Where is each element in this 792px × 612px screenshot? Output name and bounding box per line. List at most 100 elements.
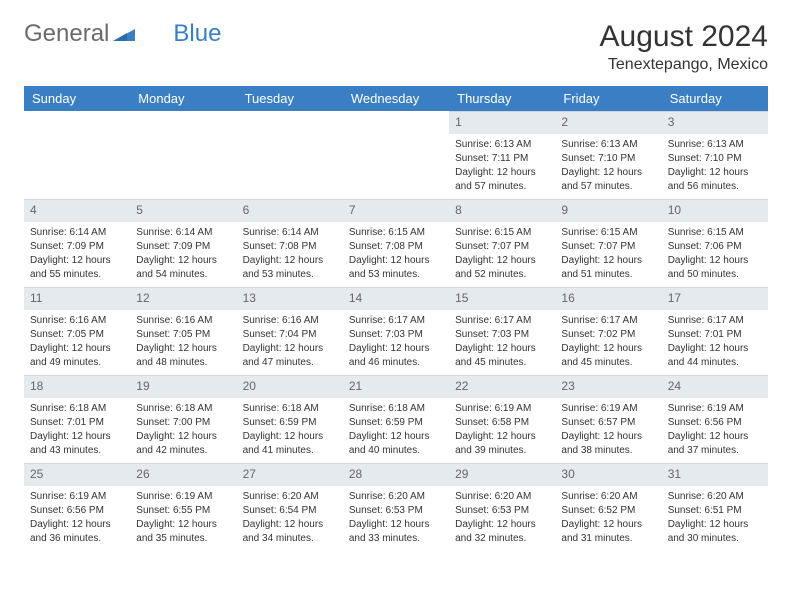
- sunset-text: Sunset: 7:09 PM: [30, 240, 124, 253]
- day-details: Sunrise: 6:19 AMSunset: 6:58 PMDaylight:…: [449, 398, 555, 462]
- sunrise-text: Sunrise: 6:19 AM: [30, 490, 124, 503]
- sunset-text: Sunset: 7:03 PM: [349, 328, 443, 341]
- sunrise-text: Sunrise: 6:18 AM: [243, 402, 337, 415]
- day-details: Sunrise: 6:13 AMSunset: 7:11 PMDaylight:…: [449, 134, 555, 198]
- day-number: 7: [343, 199, 449, 222]
- sunset-text: Sunset: 7:00 PM: [136, 416, 230, 429]
- daylight2-text: and 35 minutes.: [136, 532, 230, 545]
- day-number: 4: [24, 199, 130, 222]
- daylight2-text: and 48 minutes.: [136, 356, 230, 369]
- day-details: Sunrise: 6:14 AMSunset: 7:09 PMDaylight:…: [24, 222, 130, 286]
- calendar-day-cell: 7Sunrise: 6:15 AMSunset: 7:08 PMDaylight…: [343, 199, 449, 287]
- daylight1-text: Daylight: 12 hours: [668, 254, 762, 267]
- calendar-day-cell: 24Sunrise: 6:19 AMSunset: 6:56 PMDayligh…: [662, 375, 768, 463]
- calendar-day-cell: 29Sunrise: 6:20 AMSunset: 6:53 PMDayligh…: [449, 463, 555, 551]
- calendar-day-cell: [130, 111, 236, 199]
- calendar-table: Sunday Monday Tuesday Wednesday Thursday…: [24, 86, 768, 551]
- day-details: Sunrise: 6:19 AMSunset: 6:55 PMDaylight:…: [130, 486, 236, 550]
- daylight2-text: and 42 minutes.: [136, 444, 230, 457]
- sunset-text: Sunset: 7:01 PM: [668, 328, 762, 341]
- daylight2-text: and 40 minutes.: [349, 444, 443, 457]
- day-number: 18: [24, 375, 130, 398]
- daylight2-text: and 54 minutes.: [136, 268, 230, 281]
- daylight1-text: Daylight: 12 hours: [455, 430, 549, 443]
- daylight2-text: and 56 minutes.: [668, 180, 762, 193]
- daylight1-text: Daylight: 12 hours: [243, 518, 337, 531]
- day-details: Sunrise: 6:18 AMSunset: 7:00 PMDaylight:…: [130, 398, 236, 462]
- day-number: 28: [343, 463, 449, 486]
- sunrise-text: Sunrise: 6:20 AM: [349, 490, 443, 503]
- daylight1-text: Daylight: 12 hours: [349, 254, 443, 267]
- calendar-day-cell: 9Sunrise: 6:15 AMSunset: 7:07 PMDaylight…: [555, 199, 661, 287]
- daylight2-text: and 46 minutes.: [349, 356, 443, 369]
- day-details: Sunrise: 6:19 AMSunset: 6:56 PMDaylight:…: [24, 486, 130, 550]
- calendar-page: General Blue August 2024 Tenextepango, M…: [0, 0, 792, 571]
- calendar-day-cell: 22Sunrise: 6:19 AMSunset: 6:58 PMDayligh…: [449, 375, 555, 463]
- calendar-day-cell: 5Sunrise: 6:14 AMSunset: 7:09 PMDaylight…: [130, 199, 236, 287]
- sunrise-text: Sunrise: 6:19 AM: [668, 402, 762, 415]
- calendar-day-cell: 15Sunrise: 6:17 AMSunset: 7:03 PMDayligh…: [449, 287, 555, 375]
- calendar-day-cell: 27Sunrise: 6:20 AMSunset: 6:54 PMDayligh…: [237, 463, 343, 551]
- day-details: Sunrise: 6:17 AMSunset: 7:02 PMDaylight:…: [555, 310, 661, 374]
- daylight1-text: Daylight: 12 hours: [136, 342, 230, 355]
- day-number: 19: [130, 375, 236, 398]
- calendar-day-cell: 19Sunrise: 6:18 AMSunset: 7:00 PMDayligh…: [130, 375, 236, 463]
- day-number: 9: [555, 199, 661, 222]
- daylight2-text: and 30 minutes.: [668, 532, 762, 545]
- day-details: Sunrise: 6:17 AMSunset: 7:01 PMDaylight:…: [662, 310, 768, 374]
- calendar-day-cell: 21Sunrise: 6:18 AMSunset: 6:59 PMDayligh…: [343, 375, 449, 463]
- daylight1-text: Daylight: 12 hours: [349, 518, 443, 531]
- day-details: Sunrise: 6:19 AMSunset: 6:57 PMDaylight:…: [555, 398, 661, 462]
- daylight2-text: and 36 minutes.: [30, 532, 124, 545]
- sunset-text: Sunset: 6:54 PM: [243, 504, 337, 517]
- daylight1-text: Daylight: 12 hours: [455, 342, 549, 355]
- day-details: Sunrise: 6:20 AMSunset: 6:53 PMDaylight:…: [343, 486, 449, 550]
- daylight2-text: and 43 minutes.: [30, 444, 124, 457]
- calendar-day-cell: 2Sunrise: 6:13 AMSunset: 7:10 PMDaylight…: [555, 111, 661, 199]
- day-number: 1: [449, 111, 555, 134]
- day-details: Sunrise: 6:18 AMSunset: 6:59 PMDaylight:…: [343, 398, 449, 462]
- daylight2-text: and 41 minutes.: [243, 444, 337, 457]
- sunrise-text: Sunrise: 6:17 AM: [349, 314, 443, 327]
- calendar-day-cell: 1Sunrise: 6:13 AMSunset: 7:11 PMDaylight…: [449, 111, 555, 199]
- daylight1-text: Daylight: 12 hours: [561, 166, 655, 179]
- location-label: Tenextepango, Mexico: [600, 56, 768, 74]
- day-details: Sunrise: 6:14 AMSunset: 7:08 PMDaylight:…: [237, 222, 343, 286]
- daylight1-text: Daylight: 12 hours: [561, 342, 655, 355]
- daylight2-text: and 32 minutes.: [455, 532, 549, 545]
- day-number: 5: [130, 199, 236, 222]
- sunset-text: Sunset: 6:52 PM: [561, 504, 655, 517]
- calendar-day-cell: 11Sunrise: 6:16 AMSunset: 7:05 PMDayligh…: [24, 287, 130, 375]
- calendar-day-cell: 20Sunrise: 6:18 AMSunset: 6:59 PMDayligh…: [237, 375, 343, 463]
- weekday-header: Wednesday: [343, 86, 449, 111]
- daylight2-text: and 51 minutes.: [561, 268, 655, 281]
- day-details: Sunrise: 6:20 AMSunset: 6:52 PMDaylight:…: [555, 486, 661, 550]
- day-details: Sunrise: 6:19 AMSunset: 6:56 PMDaylight:…: [662, 398, 768, 462]
- sunrise-text: Sunrise: 6:20 AM: [668, 490, 762, 503]
- day-number: 14: [343, 287, 449, 310]
- daylight2-text: and 49 minutes.: [30, 356, 124, 369]
- sunset-text: Sunset: 6:59 PM: [243, 416, 337, 429]
- weekday-header: Thursday: [449, 86, 555, 111]
- day-details: Sunrise: 6:16 AMSunset: 7:04 PMDaylight:…: [237, 310, 343, 374]
- sunset-text: Sunset: 7:05 PM: [136, 328, 230, 341]
- sunrise-text: Sunrise: 6:14 AM: [243, 226, 337, 239]
- calendar-day-cell: [343, 111, 449, 199]
- calendar-day-cell: 3Sunrise: 6:13 AMSunset: 7:10 PMDaylight…: [662, 111, 768, 199]
- sunset-text: Sunset: 6:59 PM: [349, 416, 443, 429]
- sunrise-text: Sunrise: 6:19 AM: [136, 490, 230, 503]
- calendar-day-cell: 17Sunrise: 6:17 AMSunset: 7:01 PMDayligh…: [662, 287, 768, 375]
- day-details: Sunrise: 6:18 AMSunset: 7:01 PMDaylight:…: [24, 398, 130, 462]
- daylight2-text: and 47 minutes.: [243, 356, 337, 369]
- daylight2-text: and 52 minutes.: [455, 268, 549, 281]
- calendar-day-cell: [237, 111, 343, 199]
- sunrise-text: Sunrise: 6:20 AM: [243, 490, 337, 503]
- day-details: Sunrise: 6:20 AMSunset: 6:54 PMDaylight:…: [237, 486, 343, 550]
- day-number: 25: [24, 463, 130, 486]
- day-number: 8: [449, 199, 555, 222]
- day-number: 26: [130, 463, 236, 486]
- month-title: August 2024: [600, 20, 768, 54]
- sunrise-text: Sunrise: 6:20 AM: [455, 490, 549, 503]
- daylight1-text: Daylight: 12 hours: [349, 342, 443, 355]
- calendar-day-cell: 8Sunrise: 6:15 AMSunset: 7:07 PMDaylight…: [449, 199, 555, 287]
